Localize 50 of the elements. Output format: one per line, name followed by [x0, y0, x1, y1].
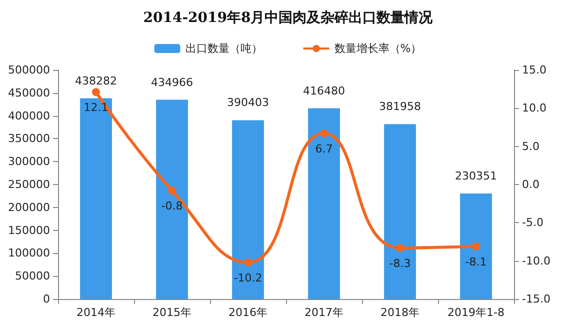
data-label: 381958 [379, 100, 421, 114]
y2-tick-label: -5.0 [522, 216, 544, 230]
data-label: 416480 [303, 84, 345, 98]
x-tick-label: 2018年 [380, 306, 420, 319]
y2-tick-label: 0.0 [522, 178, 540, 191]
bar [156, 100, 188, 299]
bar [308, 108, 340, 299]
y-tick-label: 150000 [8, 224, 50, 237]
y-tick-label: 250000 [8, 178, 50, 191]
bar [80, 98, 112, 299]
y2-tick-label: -10.0 [522, 254, 550, 268]
point [472, 242, 480, 250]
y2-tick-label: 10.0 [522, 102, 546, 115]
x-tick-label: 2017年 [304, 306, 344, 319]
y-tick-label: 500000 [8, 64, 50, 76]
data-label: 230351 [455, 170, 497, 182]
y-tick-label: 350000 [8, 132, 50, 146]
point [92, 88, 100, 96]
y2-tick-label: 15.0 [522, 64, 546, 76]
y-tick-label: 300000 [8, 155, 50, 168]
point [168, 186, 176, 195]
point [320, 129, 328, 138]
y-tick-label: 400000 [8, 109, 50, 122]
data-label: -0.8 [161, 200, 183, 213]
y-tick-label: 450000 [8, 86, 50, 100]
legend-label: 数量增长率（%） [334, 42, 422, 55]
y-tick-label: 100000 [8, 246, 50, 260]
chart-title: 2014-2019年8月中国肉及杂碎出口数量情况 [143, 9, 434, 26]
data-label: -8.3 [389, 256, 411, 270]
x-tick-label: 2014年 [76, 306, 116, 319]
data-label: 390403 [227, 96, 269, 110]
data-label: 434966 [151, 76, 193, 89]
y2-tick-label: 5.0 [522, 140, 540, 153]
y-tick-label: 200000 [8, 200, 50, 214]
y-tick-label: 0 [43, 292, 50, 306]
data-label: 438282 [75, 74, 117, 88]
y-tick-label: 50000 [15, 270, 50, 283]
x-tick-label: 2015年 [152, 306, 192, 319]
point [396, 244, 404, 252]
data-label: 6.7 [315, 142, 333, 156]
x-tick-label: 2019年1-8 [448, 306, 504, 319]
point [244, 258, 252, 266]
bar [232, 120, 264, 299]
y2-tick-label: -15.0 [522, 292, 550, 306]
bar [460, 194, 492, 299]
x-tick-label: 2016年 [228, 306, 268, 319]
data-label: -8.1 [465, 255, 487, 268]
legend-label: 出口数量（吨） [185, 42, 262, 55]
bar [384, 124, 416, 299]
data-label: -10.2 [234, 271, 262, 284]
